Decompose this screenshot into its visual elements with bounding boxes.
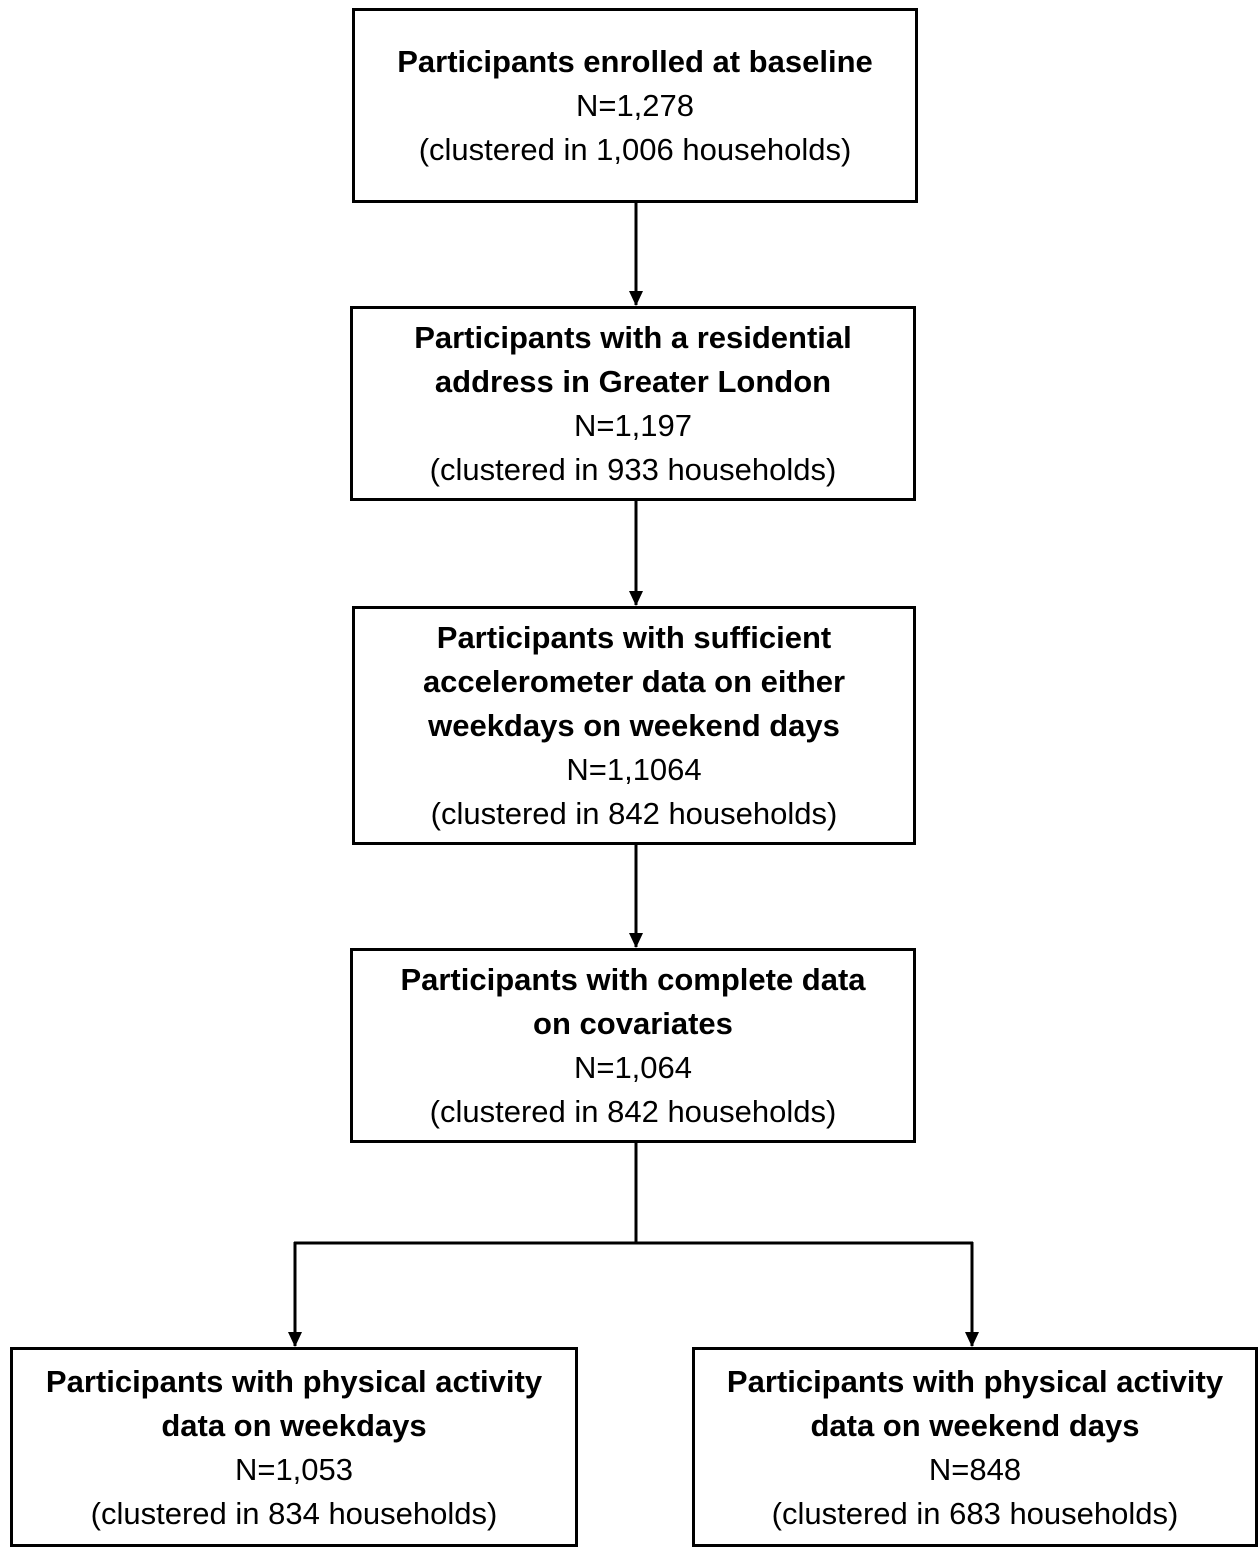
box-weekdays: Participants with physical activity data… (10, 1347, 578, 1547)
box-complete-covariates: Participants with complete data on covar… (350, 948, 916, 1143)
box-title: Participants with physical activity data… (45, 1364, 543, 1443)
box-cluster: (clustered in 834 households) (90, 1496, 498, 1531)
box-greater-london: Participants with a residential address … (350, 306, 916, 501)
box-cluster: (clustered in 683 households) (771, 1496, 1179, 1531)
box-count: N=1,053 (234, 1452, 354, 1487)
box-count: N=848 (928, 1452, 1022, 1487)
box-title: Participants with sufficient acceleromet… (422, 619, 846, 743)
box-count: N=1,064 (573, 1049, 693, 1085)
box-cluster: (clustered in 933 households) (429, 451, 837, 487)
box-cluster: (clustered in 842 households) (430, 795, 838, 831)
box-cluster: (clustered in 1,006 households) (418, 131, 852, 167)
box-title: Participants with complete data on covar… (400, 961, 866, 1041)
box-enrolled-baseline: Participants enrolled at baseline N=1,27… (352, 8, 918, 203)
arrowhead-4-to-6 (965, 1332, 979, 1347)
box-accelerometer-data: Participants with sufficient acceleromet… (352, 606, 916, 845)
box-title: Participants with a residential address … (414, 319, 852, 399)
box-cluster: (clustered in 842 households) (429, 1093, 837, 1129)
arrowhead-1-to-2 (629, 291, 643, 306)
box-count: N=1,278 (575, 87, 695, 123)
box-weekend-days: Participants with physical activity data… (692, 1347, 1258, 1547)
box-count: N=1,1064 (566, 751, 702, 787)
box-title: Participants with physical activity data… (726, 1364, 1224, 1443)
arrowhead-4-to-5 (288, 1332, 302, 1347)
arrowhead-2-to-3 (629, 591, 643, 606)
box-count: N=1,197 (573, 407, 693, 443)
arrowhead-3-to-4 (629, 933, 643, 948)
box-title: Participants enrolled at baseline (397, 43, 873, 79)
